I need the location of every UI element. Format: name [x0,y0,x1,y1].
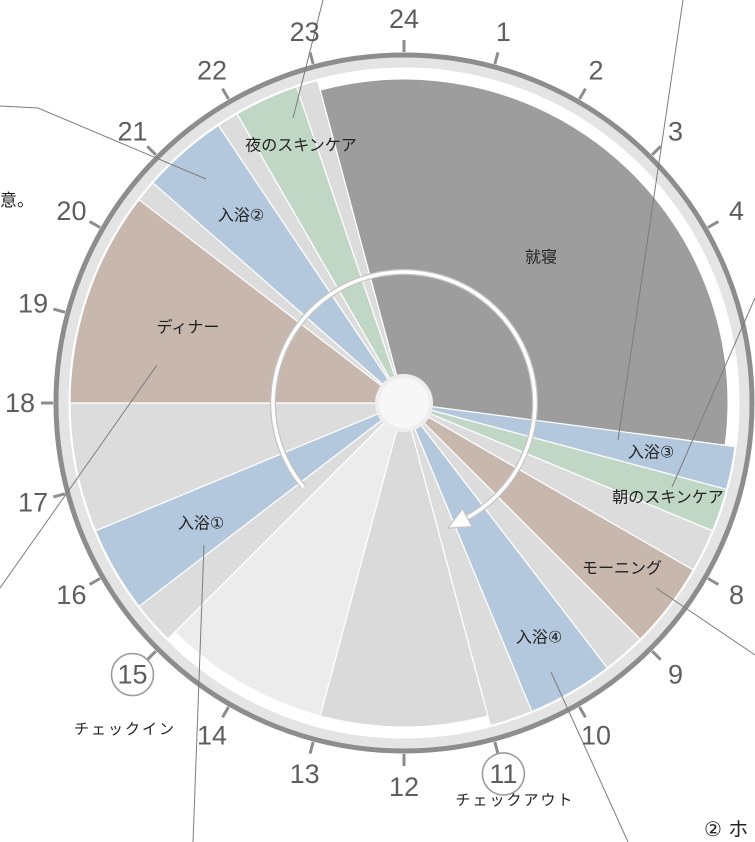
hour-tick-19 [52,307,66,314]
hour-tick-16 [88,577,101,586]
leader-line-dinner [0,364,158,589]
hour-label-12: 12 [389,772,419,802]
hour-label-9: 9 [668,660,683,690]
hour-tick-1 [493,51,500,65]
arrow-arc [271,270,537,521]
hour-label-13: 13 [290,759,320,789]
hour-label-24: 24 [389,4,419,34]
checkin-label: チェックイン [74,720,176,738]
slice-label-16: 入浴② [218,206,264,225]
hour-tick-2 [578,87,587,100]
leader-line-bath-3 [617,0,684,441]
pie-slice-19 [296,79,405,404]
slice-label-5: モーニング [582,559,662,578]
hour-tick-17 [52,492,66,499]
hour-tick-23 [308,51,315,65]
pie-slice-1 [319,78,729,446]
leader-line-morning-skincare [671,297,755,488]
leader-line-morning [655,587,755,656]
hour-tick-9 [651,650,662,661]
hour-tick-22 [221,87,230,100]
ring-inner-band [58,57,750,749]
leader-line-bath-4 [550,671,629,842]
hour-label-19: 19 [18,289,48,319]
hour-tick-11 [493,741,500,755]
pie-slice-8 [403,402,533,727]
hour-label-22: 22 [197,55,227,85]
hour-tick-14 [221,706,230,719]
clockwise-arrow [270,269,538,529]
hour-tick-4 [707,220,720,229]
leader-line-night-skincare [292,0,324,119]
hour-label-10: 10 [581,721,611,751]
hour-label-16: 16 [56,580,86,610]
hour-label-14: 14 [197,721,227,751]
pie-slice-14 [69,199,405,404]
hour-label-20: 20 [56,196,86,226]
pie-slice-10 [174,402,405,717]
hour-tick-8 [707,577,720,586]
hour-tick-10 [578,706,587,719]
hour-label-3: 3 [668,116,683,146]
slice-label-3: 朝のスキンケア [612,488,724,507]
slice-label-1: 就寝 [525,248,557,267]
pie-slice-13 [69,402,405,532]
hour-label-17: 17 [18,487,48,517]
hour-tick-15 [146,650,157,661]
hour-ticks [41,40,720,766]
ring-outer-line [53,52,755,754]
center-hub-inner [379,378,429,428]
hour-label-23: 23 [290,17,320,47]
clock-ring [53,52,755,754]
hour-tick-20 [88,220,101,229]
checkout-hour-circle [481,752,526,796]
leader-line-bath-2 [0,105,207,180]
hour-label-1: 1 [496,17,511,47]
center-hub [375,374,433,432]
hour-label-4: 4 [729,196,744,226]
slice-label-14: ディナー [157,318,220,337]
checkout-label: チェックアウト [455,791,574,809]
hour-label-15: 15 [117,660,147,690]
hour-tick-13 [308,741,315,755]
hour-label-21: 21 [117,116,147,146]
hour-tick-3 [651,145,662,156]
slice-label-7: 入浴④ [516,628,562,647]
bottom-right-note-fragment: ② ホ [704,817,748,841]
pie-slices [69,78,736,728]
slice-label-2: 入浴③ [628,443,674,462]
hour-tick-21 [146,145,157,156]
slice-label-18: 夜のスキンケア [245,136,357,155]
left-note-fragment: 意。 [0,191,34,211]
hour-label-18: 18 [5,388,35,418]
leader-line-bath-1 [192,544,205,842]
slice-label-12: 入浴① [178,514,224,533]
checkin-hour-circle [110,652,155,697]
arrow-head [447,508,473,529]
hour-label-11: 11 [489,759,517,789]
pie-slice-9 [319,402,489,728]
hour-label-8: 8 [729,580,744,610]
hour-label-2: 2 [588,55,603,85]
